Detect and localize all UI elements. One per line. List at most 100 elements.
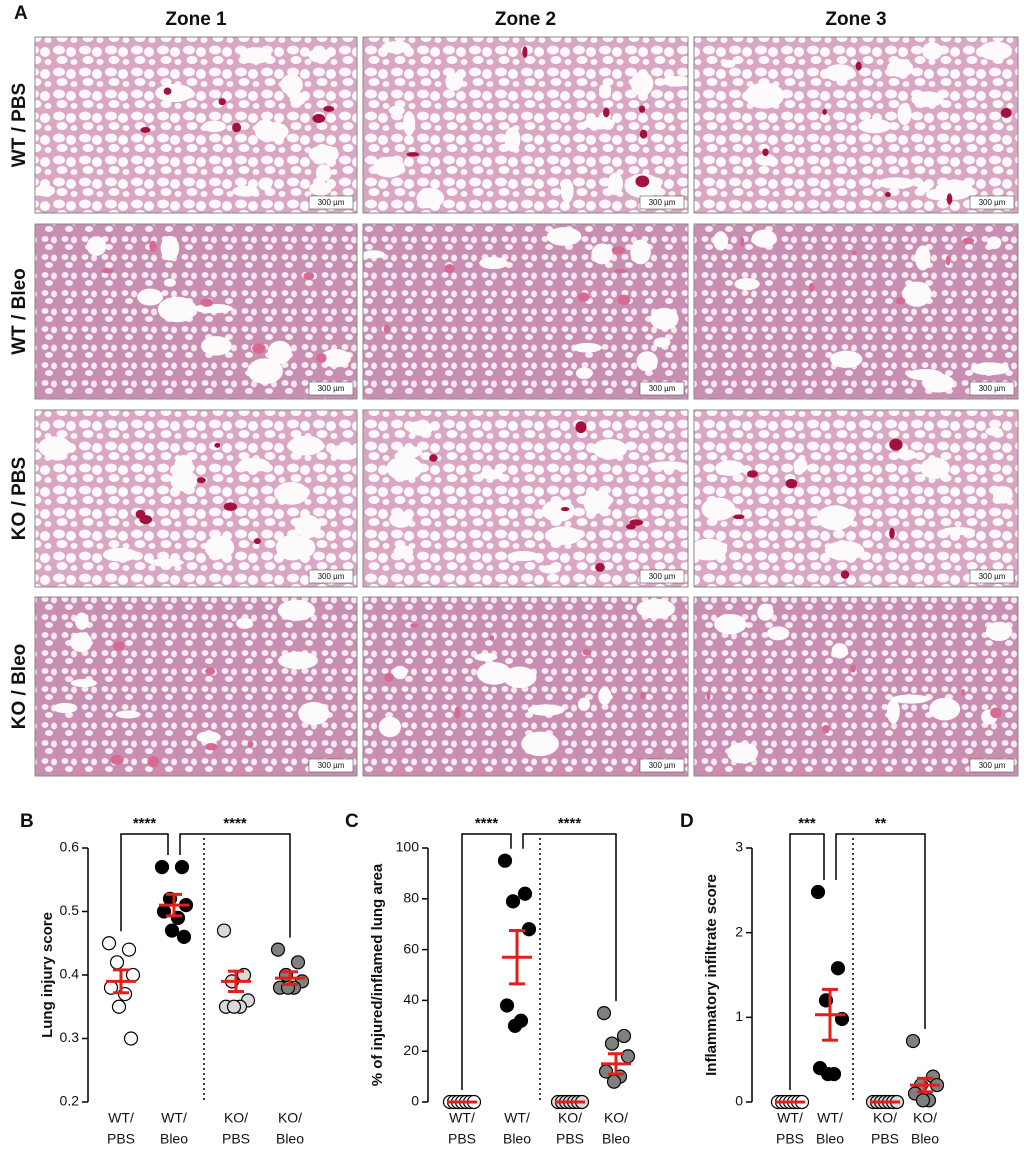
histology-image: 300 µm bbox=[34, 596, 358, 777]
vessel bbox=[303, 272, 315, 280]
histology-image: 300 µm bbox=[362, 596, 689, 777]
data-point bbox=[517, 886, 533, 901]
airspace bbox=[824, 540, 865, 561]
airspace bbox=[713, 231, 729, 251]
airspace bbox=[714, 614, 747, 635]
x-tick-label: WT/ bbox=[161, 1110, 187, 1126]
scale-bar-label: 300 µm bbox=[649, 572, 676, 581]
image-border bbox=[693, 409, 1019, 588]
data-point bbox=[830, 961, 846, 976]
airspace bbox=[598, 687, 612, 706]
x-tick-label: Bleo bbox=[276, 1131, 304, 1147]
airspace bbox=[504, 127, 521, 152]
vessel bbox=[629, 519, 644, 526]
airspace bbox=[630, 71, 654, 96]
scale-box bbox=[308, 195, 354, 210]
data-point bbox=[109, 955, 125, 970]
airspace bbox=[247, 358, 283, 384]
vessel bbox=[747, 470, 759, 478]
scale-box bbox=[969, 758, 1015, 773]
x-tick-label: Bleo bbox=[160, 1131, 188, 1147]
airspace bbox=[648, 461, 688, 470]
airspace bbox=[897, 102, 912, 125]
airspace bbox=[858, 118, 892, 134]
x-tick-label: WT/ bbox=[449, 1110, 475, 1126]
histology-image: 300 µm bbox=[34, 409, 360, 588]
airspace bbox=[393, 545, 414, 559]
airspace bbox=[298, 701, 330, 725]
vessel bbox=[850, 664, 856, 673]
vessel bbox=[205, 667, 216, 675]
scale-box bbox=[308, 569, 354, 584]
panel-label: A bbox=[14, 3, 28, 24]
significance-label: **** bbox=[133, 815, 157, 832]
data-point bbox=[820, 1066, 836, 1082]
data-point bbox=[499, 998, 515, 1013]
airspace bbox=[970, 362, 1010, 376]
significance-bracket bbox=[835, 833, 926, 1030]
airspace bbox=[163, 278, 176, 287]
vessel bbox=[740, 236, 745, 248]
vessel bbox=[384, 672, 394, 682]
airspace bbox=[274, 481, 309, 505]
airspace bbox=[115, 710, 141, 719]
airspace bbox=[751, 229, 777, 248]
vessel bbox=[582, 648, 591, 656]
airspace bbox=[38, 436, 72, 458]
vessel bbox=[223, 502, 238, 511]
airspace bbox=[102, 547, 138, 562]
vessel bbox=[855, 61, 862, 71]
airspace bbox=[294, 514, 321, 539]
data-point bbox=[606, 1074, 622, 1089]
image-border bbox=[34, 409, 358, 588]
airspace bbox=[378, 716, 401, 738]
x-tick-label: PBS bbox=[448, 1131, 476, 1147]
x-tick-label: KO/ bbox=[913, 1110, 937, 1126]
airspace bbox=[915, 245, 931, 271]
significance-bracket bbox=[522, 833, 617, 1002]
panel-label: D bbox=[680, 811, 694, 832]
data-point bbox=[915, 1093, 931, 1108]
vessel bbox=[840, 570, 850, 579]
airspace bbox=[277, 599, 316, 621]
y-axis-label: Inflammatory infiltrate score bbox=[703, 874, 720, 1076]
airspace bbox=[388, 105, 405, 116]
airspace bbox=[389, 511, 413, 528]
airspace bbox=[288, 435, 324, 456]
image-border bbox=[34, 36, 358, 214]
vessel bbox=[232, 122, 242, 133]
airspace bbox=[757, 603, 774, 621]
data-point bbox=[176, 929, 192, 945]
vessel bbox=[575, 421, 587, 434]
airspace bbox=[75, 612, 89, 630]
x-tick-label: KO/ bbox=[224, 1110, 248, 1126]
airspace bbox=[34, 184, 56, 197]
airspace bbox=[232, 185, 259, 197]
vessel bbox=[163, 87, 172, 95]
vessel bbox=[205, 743, 218, 751]
scale-bar-label: 300 µm bbox=[649, 198, 676, 207]
significance-label: **** bbox=[475, 815, 499, 832]
data-point bbox=[604, 1036, 620, 1051]
airspace bbox=[397, 446, 423, 458]
airspace bbox=[541, 499, 575, 522]
airspace bbox=[922, 373, 955, 393]
airspace bbox=[196, 731, 221, 744]
y-tick-label: 0.4 bbox=[60, 966, 80, 982]
y-tick-label: 0 bbox=[411, 1093, 419, 1109]
airspace bbox=[170, 469, 198, 492]
vessel bbox=[822, 725, 830, 734]
vessel bbox=[113, 641, 125, 652]
airspace bbox=[502, 666, 537, 688]
airspace bbox=[149, 558, 184, 567]
airspace bbox=[917, 181, 931, 193]
airspace bbox=[831, 643, 848, 659]
histology-image: 300 µm bbox=[34, 36, 358, 214]
data-point bbox=[226, 999, 242, 1014]
airspace bbox=[920, 457, 950, 480]
airspace bbox=[653, 337, 671, 348]
data-point bbox=[905, 1033, 921, 1049]
data-point bbox=[505, 894, 521, 909]
vessel bbox=[444, 264, 455, 274]
airspace bbox=[929, 697, 961, 721]
